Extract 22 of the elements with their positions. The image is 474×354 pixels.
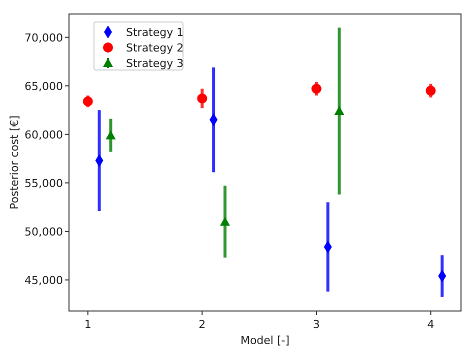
x-axis-title: Model [-]	[240, 334, 290, 347]
x-tick-label: 2	[198, 318, 206, 331]
y-axis-title: Posterior cost [€]	[8, 115, 21, 210]
point	[220, 216, 230, 226]
point	[426, 86, 436, 96]
point	[311, 84, 322, 94]
x-tick-label: 3	[312, 318, 320, 331]
y-tick-label: 45,000	[24, 274, 63, 287]
legend-label: Strategy 2	[126, 42, 184, 54]
x-tick-label: 4	[427, 318, 434, 331]
y-tick-label: 55,000	[24, 176, 63, 190]
point	[82, 96, 93, 106]
x-tick-label: 1	[84, 318, 92, 331]
y-tick-label: 60,000	[24, 128, 63, 142]
legend-label: Strategy 3	[126, 57, 184, 70]
point	[197, 93, 208, 104]
y-tick-label: 70,000	[24, 31, 63, 44]
y-tick-label: 65,000	[24, 80, 63, 93]
y-tick-label: 50,000	[24, 225, 63, 238]
legend-label: Strategy 1	[126, 26, 184, 39]
point	[106, 130, 116, 140]
point	[334, 106, 344, 116]
